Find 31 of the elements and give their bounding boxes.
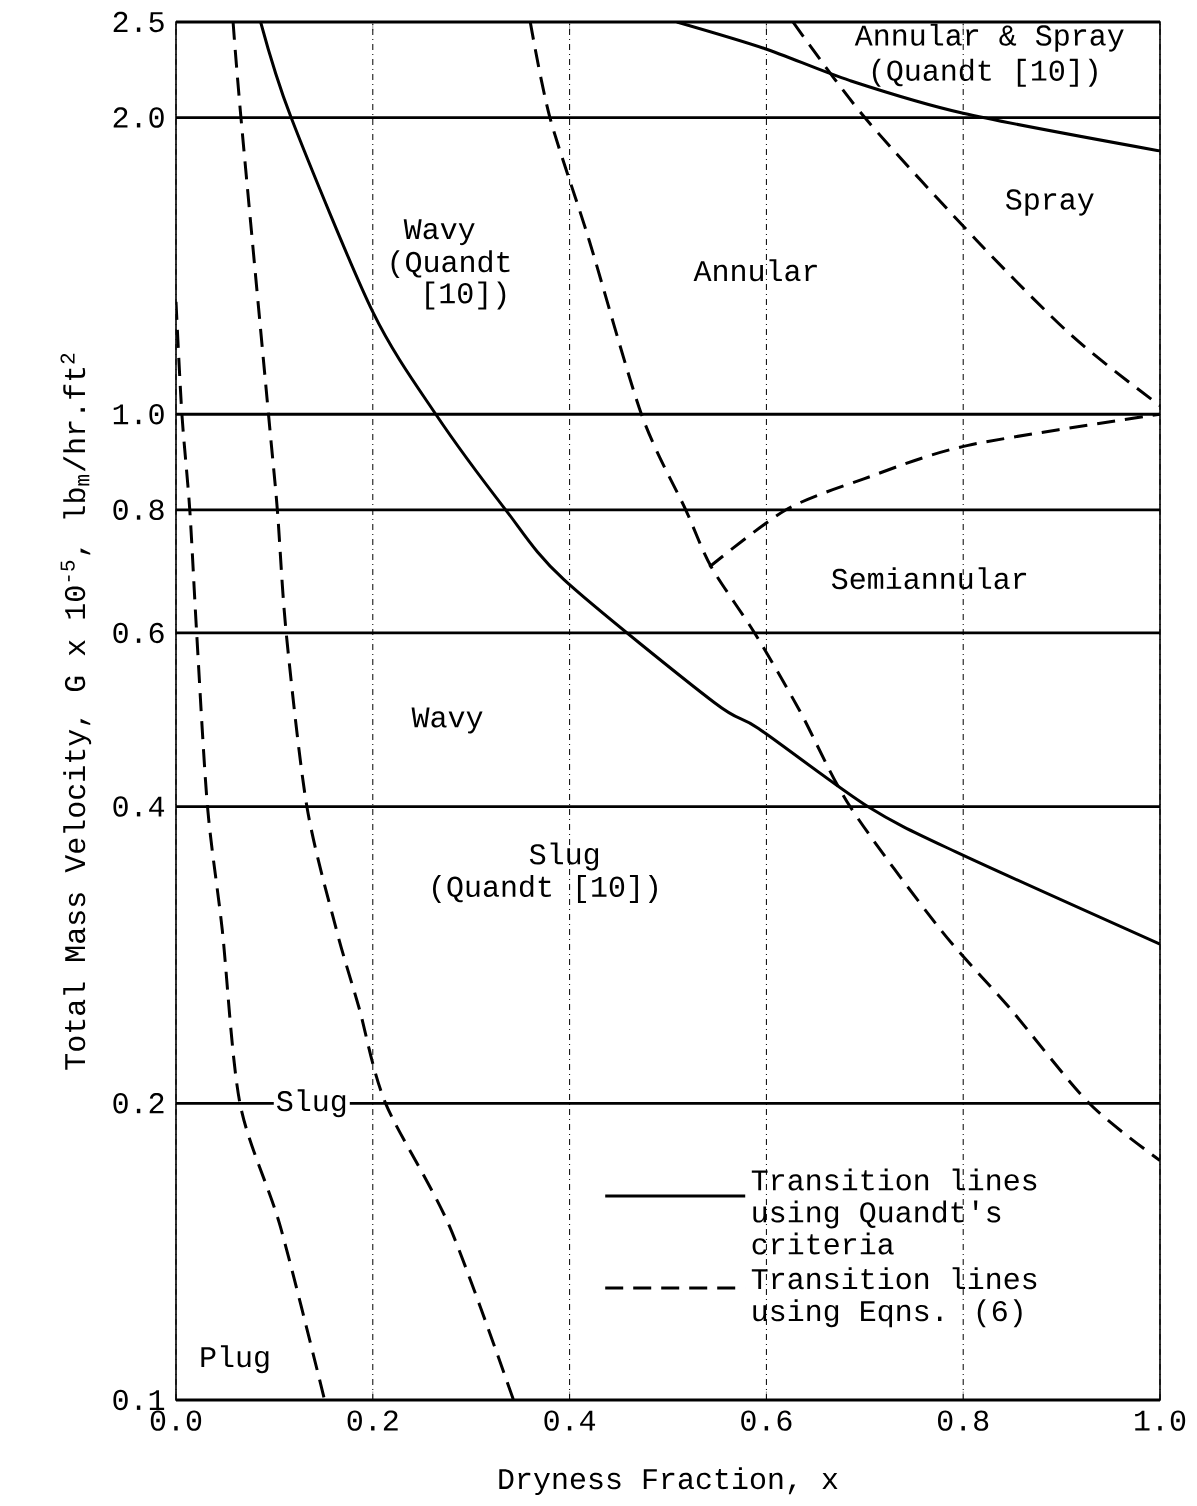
annotation: (Quandt [10]) — [433, 874, 657, 903]
y-tick-label: 0.8 — [113, 499, 164, 520]
y-tick-label: 2.5 — [113, 11, 164, 33]
y-tick-label: 0.4 — [113, 796, 165, 817]
x-tick-label: 0.6 — [741, 1410, 792, 1431]
annotation: Spray — [1005, 189, 1094, 216]
annotation: (Quandt — [391, 250, 510, 279]
y-axis-title: Total Mass Velocity, G x 10$^{-5}$, lb$_{m}$/hr.ft$^{2}$ — [60, 353, 92, 1070]
x-tick-label: 0.8 — [938, 1410, 989, 1431]
annotation: Annular & Spray — [854, 23, 1124, 52]
annotation: Semiannular — [831, 567, 1027, 590]
annotation: Slug — [276, 1089, 346, 1118]
x-axis-title: Dryness Fraction, x — [499, 1467, 838, 1496]
x-tick-label: 0.0 — [150, 1410, 202, 1431]
x-tick-label: 1.0 — [1135, 1410, 1186, 1431]
annotation: Slug — [529, 842, 599, 871]
y-tick-label: 2.0 — [113, 107, 164, 128]
y-tick-label: 0.2 — [113, 1093, 164, 1114]
legend-label: Transition lines using Eqns. (6) — [751, 1267, 1037, 1328]
x-tick-label: 0.2 — [347, 1410, 398, 1431]
annotation: (Quandt [10]) — [872, 58, 1097, 87]
y-tick-label: 0.1 — [113, 1389, 165, 1411]
legend-label: Transition lines using Quandt's criteria — [751, 1168, 1037, 1255]
annotation: Plug — [201, 1345, 269, 1374]
annotation: Wavy — [403, 219, 475, 246]
y-tick-label: 1.0 — [113, 404, 164, 425]
annotation: Wavy — [411, 707, 483, 734]
annotation: Annular — [693, 259, 817, 282]
x-tick-label: 0.4 — [544, 1410, 596, 1431]
annotation: [10]) — [426, 281, 506, 310]
y-tick-label: 0.6 — [113, 622, 164, 644]
